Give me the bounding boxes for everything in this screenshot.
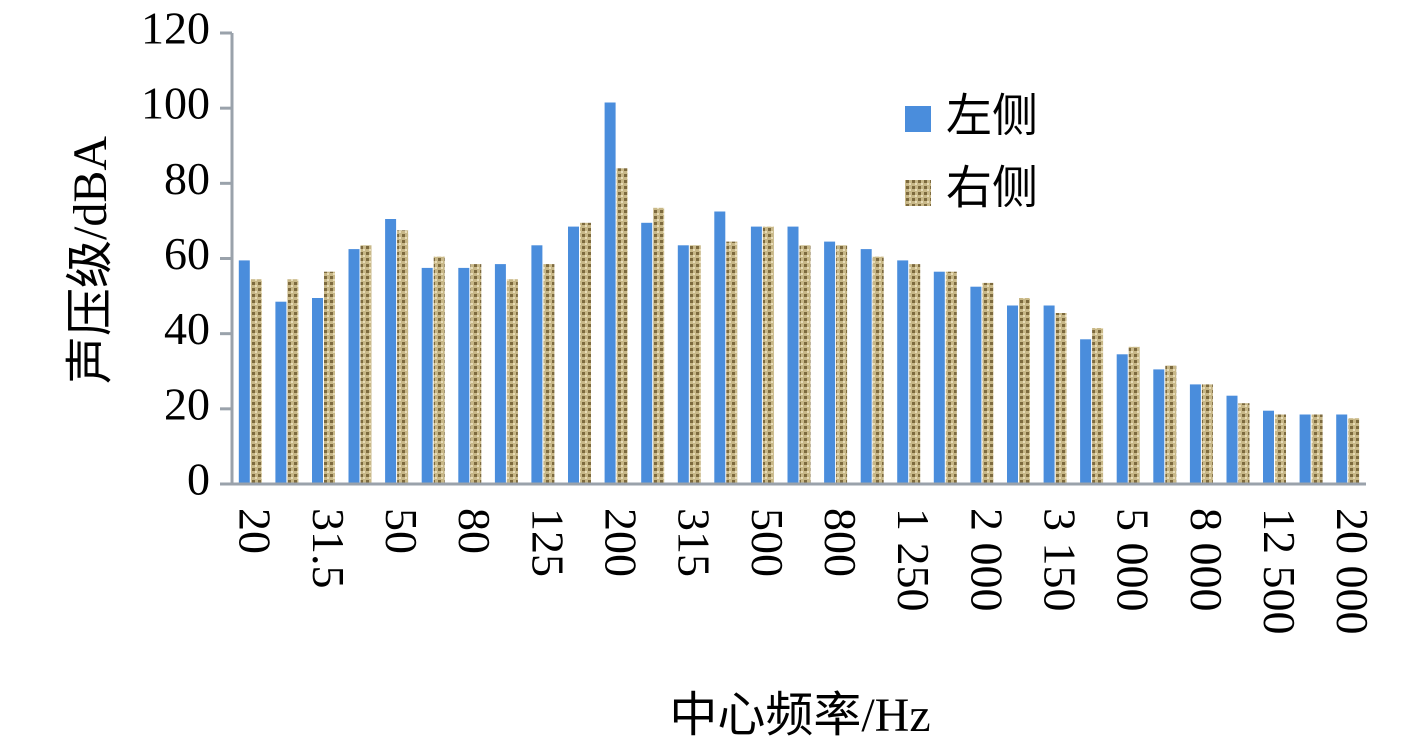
bar-left-0	[238, 260, 250, 484]
bar-left-25	[1153, 369, 1165, 484]
bar-left-30	[1336, 414, 1348, 484]
x-tick-label: 5 000	[1108, 508, 1159, 612]
bar-left-18	[897, 260, 909, 484]
bar-left-29	[1299, 414, 1311, 484]
legend-swatch-right	[905, 180, 931, 206]
bar-right-15	[799, 245, 811, 484]
x-tick-label: 8 000	[1181, 508, 1232, 612]
bar-right-29	[1311, 414, 1323, 484]
bar-right-24	[1128, 346, 1140, 484]
bar-right-22	[1055, 313, 1067, 484]
x-tick-label: 80	[449, 508, 500, 554]
bar-left-8	[531, 245, 543, 484]
bar-right-2	[324, 271, 335, 484]
bar-left-12	[677, 245, 689, 484]
bar-right-7	[506, 279, 518, 484]
bar-right-13	[726, 241, 738, 484]
bar-left-14	[750, 226, 762, 484]
x-tick-label: 2 000	[961, 508, 1012, 612]
bar-right-5	[433, 256, 445, 484]
bar-left-26	[1189, 384, 1201, 484]
y-tick-label: 80	[164, 153, 210, 204]
bar-left-24	[1116, 354, 1128, 484]
legend-label-right: 右侧	[946, 163, 1038, 214]
bar-left-11	[641, 222, 653, 485]
bar-left-22	[1043, 305, 1055, 484]
bar-right-9	[580, 222, 591, 485]
bar-right-19	[945, 271, 957, 484]
bar-left-16	[824, 241, 836, 484]
x-tick-label: 12 500	[1254, 508, 1305, 635]
legend: 左侧 右侧	[905, 91, 1038, 214]
bar-left-2	[312, 298, 323, 484]
bar-right-23	[1092, 328, 1104, 484]
bar-left-1	[275, 301, 287, 484]
x-tick-label: 200	[596, 508, 647, 577]
bar-left-15	[787, 226, 799, 484]
bar-right-6	[470, 264, 482, 484]
bar-left-20	[970, 286, 982, 484]
x-tick-label: 20 000	[1327, 508, 1378, 635]
x-tick-label: 125	[522, 508, 573, 577]
bar-left-27	[1226, 395, 1238, 484]
x-tick-label: 3 150	[1035, 508, 1086, 612]
bar-right-4	[397, 230, 409, 484]
bar-right-8	[543, 264, 555, 484]
bar-left-17	[860, 249, 872, 484]
y-tick-label: 120	[141, 3, 210, 54]
y-tick-label: 60	[164, 228, 210, 279]
y-tick-label: 20	[164, 378, 210, 429]
bar-right-30	[1348, 418, 1360, 484]
bar-right-12	[689, 245, 701, 484]
y-axis-title: 声压级/dBA	[64, 136, 117, 384]
bar-left-5	[421, 267, 433, 484]
bar-left-7	[494, 264, 506, 484]
bar-right-28	[1275, 414, 1286, 484]
bar-right-17	[872, 256, 884, 484]
bar-right-1	[287, 279, 299, 484]
bar-right-20	[982, 282, 994, 484]
x-tick-label: 800	[815, 508, 866, 577]
bar-right-26	[1201, 384, 1213, 484]
bar-left-13	[714, 211, 726, 484]
y-ticks-group: 0 20 40 60 80 100 120	[141, 3, 232, 505]
x-ticks-group: 20 31.5 50 80 125 200 315 500 800 1 250 2 000 3 150…	[230, 508, 1378, 635]
bar-right-25	[1165, 365, 1177, 484]
x-tick-label: 500	[742, 508, 793, 577]
bar-left-10	[604, 102, 616, 484]
x-axis-title: 中心频率/Hz	[669, 689, 930, 742]
bar-right-16	[836, 245, 848, 484]
y-tick-label: 0	[187, 454, 210, 505]
bar-right-10	[616, 168, 628, 485]
bar-right-0	[250, 279, 262, 484]
bar-right-3	[360, 245, 372, 484]
bar-right-21	[1019, 298, 1030, 484]
bar-left-28	[1263, 410, 1274, 484]
bar-right-11	[653, 207, 665, 485]
bar-left-19	[933, 271, 945, 484]
bar-left-4	[385, 219, 397, 484]
bar-right-27	[1238, 403, 1250, 484]
y-tick-label: 100	[141, 78, 210, 129]
bar-left-9	[568, 226, 579, 484]
x-tick-label: 1 250	[888, 508, 939, 612]
x-tick-label: 31.5	[303, 508, 354, 589]
bars-group	[238, 102, 1360, 485]
legend-label-left: 左侧	[946, 91, 1038, 142]
bar-right-18	[909, 264, 921, 484]
y-tick-label: 40	[164, 303, 210, 354]
x-tick-label: 20	[230, 508, 281, 554]
bar-right-14	[762, 226, 774, 484]
bar-left-21	[1007, 305, 1018, 484]
legend-swatch-left	[905, 106, 931, 132]
bar-left-6	[458, 267, 470, 484]
x-tick-label: 315	[669, 508, 720, 577]
bar-left-3	[348, 249, 360, 484]
bar-left-23	[1080, 339, 1092, 484]
x-tick-label: 50	[376, 508, 427, 554]
